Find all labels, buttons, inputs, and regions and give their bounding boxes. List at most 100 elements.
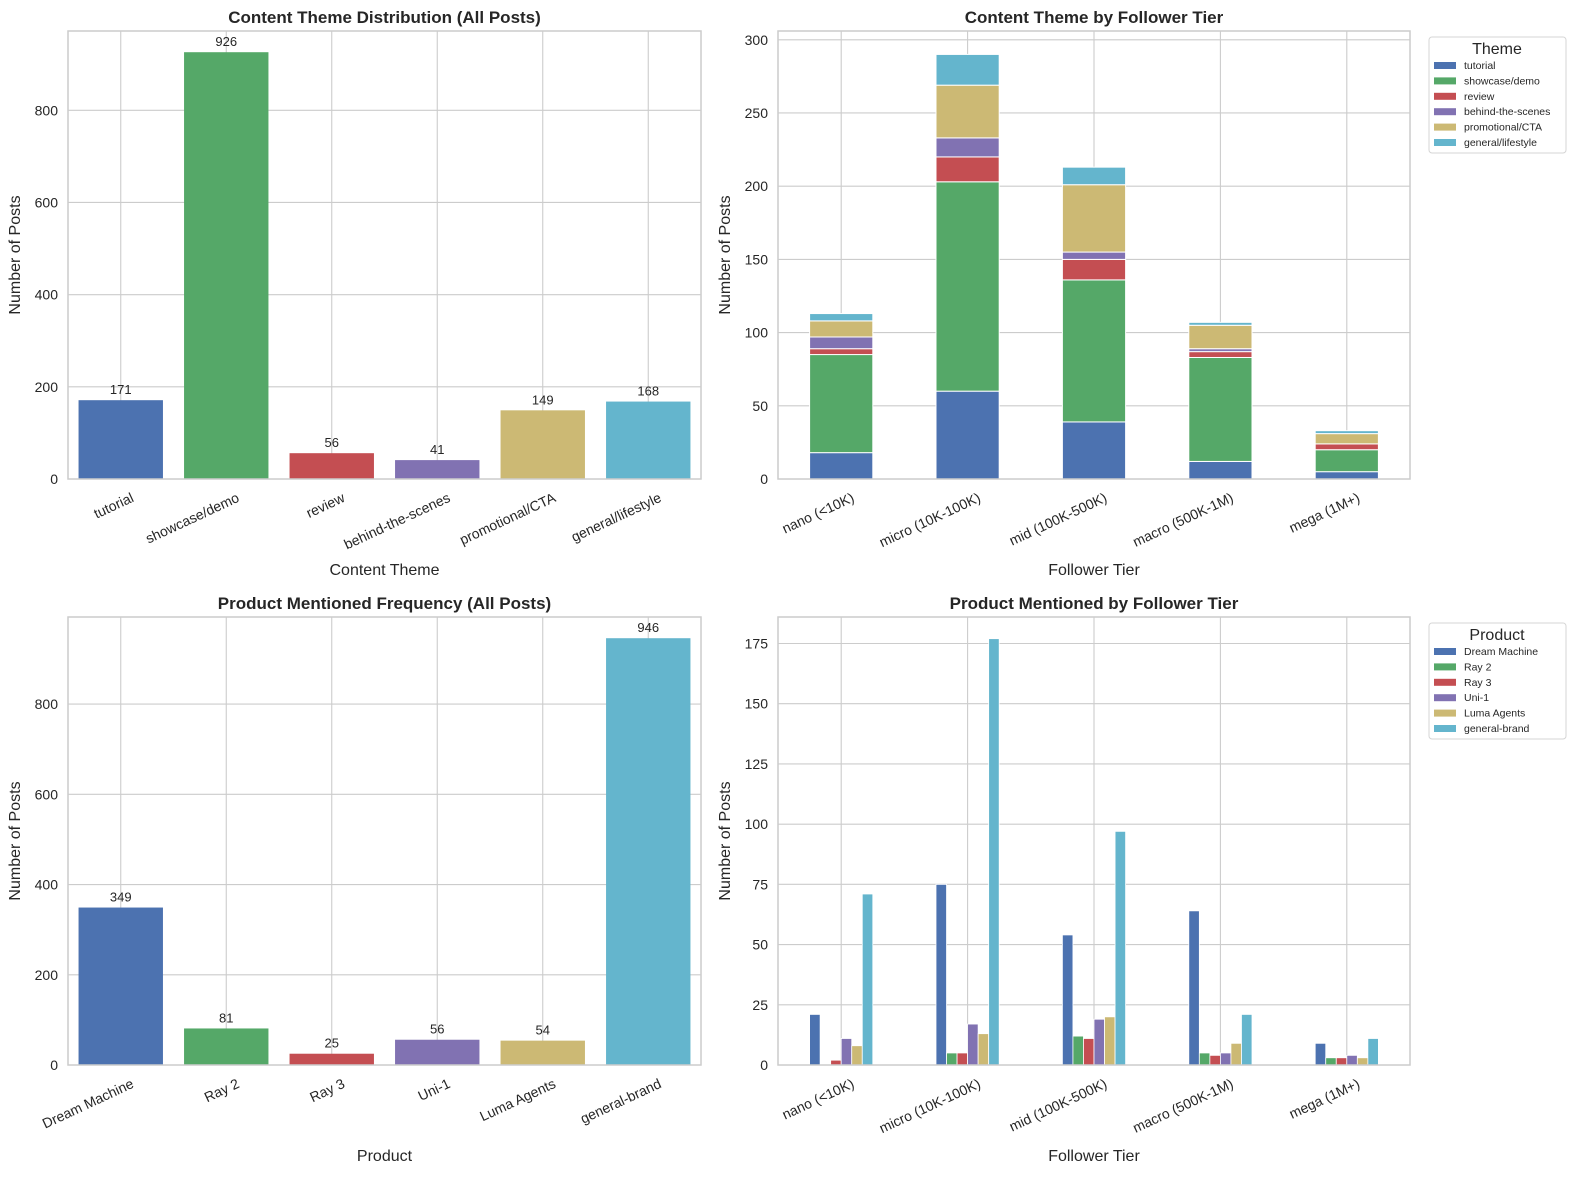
- bar-luma-agents: [1230, 1042, 1242, 1066]
- bar-segment-general-lifestyle: [1314, 430, 1379, 435]
- bar-value-label: 56: [325, 435, 339, 450]
- legend-label: review: [1464, 91, 1495, 103]
- legend-label: Uni-1: [1464, 692, 1489, 704]
- bar-general-brand: [988, 638, 1000, 1066]
- y-tick-label: 75: [752, 876, 768, 892]
- bar-value-label: 54: [536, 1023, 550, 1038]
- legend-box: [1428, 622, 1567, 740]
- legend-swatch: [1434, 678, 1456, 686]
- bar-ray-3: [1083, 1038, 1095, 1066]
- bar-value-label: 56: [430, 1022, 444, 1037]
- bar-uni-1: [395, 1039, 480, 1065]
- bar-value-label: 149: [532, 392, 554, 407]
- bar-dream-machine: [935, 883, 947, 1066]
- bar-ray-2: [1325, 1057, 1337, 1066]
- bar-segment-behind-the-scenes: [935, 137, 1000, 158]
- bar-luma-agents: [1356, 1057, 1369, 1066]
- bar-segment-general-lifestyle: [935, 53, 1000, 86]
- legend-label: behind-the-scenes: [1464, 106, 1550, 118]
- y-tick-label: 200: [35, 967, 59, 983]
- bar-value-label: 81: [219, 1010, 233, 1025]
- bar-segment-review: [1314, 443, 1379, 451]
- legend-label: Ray 2: [1464, 661, 1492, 673]
- bar-value-label: 946: [637, 620, 659, 635]
- bar-segment-tutorial: [1188, 460, 1253, 480]
- legend-swatch: [1434, 123, 1456, 131]
- bar-uni-1: [1346, 1054, 1358, 1066]
- legend-label: general-brand: [1464, 723, 1530, 735]
- x-tick-label: tutorial: [91, 489, 136, 521]
- bar-segment-promotional-cta: [935, 84, 1000, 139]
- bar-general-lifestyle: [606, 401, 691, 479]
- y-tick-label: 600: [35, 194, 59, 210]
- legend-box: [1428, 36, 1567, 154]
- y-axis-label: Number of Posts: [7, 195, 24, 314]
- x-tick-label: nano (<10K): [780, 1075, 857, 1122]
- bar-segment-review: [1188, 351, 1253, 358]
- bar-segment-promotional-cta: [1188, 324, 1253, 350]
- bar-segment-promotional-cta: [1314, 433, 1379, 445]
- bar-luma-agents: [500, 1040, 585, 1065]
- y-axis-label: Number of Posts: [7, 781, 24, 900]
- bar-segment-review: [935, 156, 1000, 183]
- x-tick-label: review: [304, 489, 348, 521]
- bar-segment-promotional-cta: [1061, 184, 1127, 253]
- bar-behind-the-scenes: [395, 460, 480, 479]
- y-tick-label: 150: [745, 696, 769, 712]
- legend-swatch: [1434, 694, 1456, 702]
- y-tick-label: 400: [35, 877, 59, 893]
- legend: Theme tutorial showcase/demo review behind-t…: [1428, 36, 1567, 154]
- bar-uni-1: [840, 1038, 853, 1066]
- bar-segment-tutorial: [935, 390, 1000, 480]
- y-tick-label: 250: [745, 105, 769, 121]
- bar-value-label: 926: [215, 34, 237, 49]
- x-tick-label: behind-the-scenes: [341, 489, 452, 552]
- axes-frame: [67, 30, 702, 480]
- bar-ray-3: [289, 1053, 374, 1065]
- x-tick-label: micro (10K-100K): [877, 1075, 983, 1136]
- bar-ray-3: [1209, 1054, 1221, 1066]
- y-tick-label: 50: [752, 398, 768, 414]
- y-tick-label: 200: [35, 379, 59, 395]
- bar-review: [289, 453, 374, 479]
- legend-swatch: [1434, 663, 1456, 671]
- x-axis-label: Product: [357, 1148, 413, 1165]
- y-tick-label: 600: [35, 786, 59, 802]
- bar-dream-machine: [1188, 910, 1200, 1066]
- y-tick-label: 0: [760, 1057, 768, 1073]
- bar-dream-machine: [78, 907, 163, 1065]
- chart-title: Content Theme Distribution (All Posts): [228, 8, 541, 27]
- bar-promotional-cta: [500, 410, 585, 479]
- bar-segment-showcase-demo: [935, 181, 1000, 392]
- y-tick-label: 200: [745, 178, 769, 194]
- bar-uni-1: [967, 1023, 979, 1066]
- bar-general-brand: [1241, 1014, 1253, 1066]
- x-tick-label: general-brand: [578, 1075, 664, 1126]
- bar-ray-3: [1335, 1057, 1348, 1066]
- bar-general-brand: [606, 638, 691, 1065]
- bar-segment-showcase-demo: [1188, 356, 1253, 462]
- bar-dream-machine: [809, 1014, 821, 1066]
- x-tick-label: macro (500K-1M): [1130, 489, 1235, 550]
- y-tick-label: 125: [745, 756, 769, 772]
- bar-dream-machine: [1062, 934, 1074, 1066]
- chart-title: Product Mentioned by Follower Tier: [950, 594, 1239, 613]
- bar-value-label: 41: [430, 442, 444, 457]
- x-tick-label: nano (<10K): [780, 489, 857, 536]
- bar-segment-showcase-demo: [1061, 279, 1127, 423]
- bar-segment-showcase-demo: [809, 354, 874, 454]
- bar-ray-2: [1072, 1035, 1084, 1066]
- bar-segment-tutorial: [1314, 471, 1379, 480]
- legend-swatch: [1434, 139, 1456, 146]
- y-tick-label: 800: [35, 102, 59, 118]
- bar-value-label: 25: [325, 1036, 339, 1051]
- legend-label: Dream Machine: [1464, 646, 1538, 658]
- legend-label: tutorial: [1464, 60, 1496, 72]
- legend-swatch: [1434, 62, 1456, 69]
- bar-uni-1: [1093, 1018, 1105, 1066]
- y-tick-label: 400: [35, 287, 59, 303]
- x-tick-label: mid (100K-500K): [1007, 1075, 1110, 1134]
- legend-swatch: [1434, 92, 1456, 100]
- x-axis-label: Follower Tier: [1048, 562, 1140, 579]
